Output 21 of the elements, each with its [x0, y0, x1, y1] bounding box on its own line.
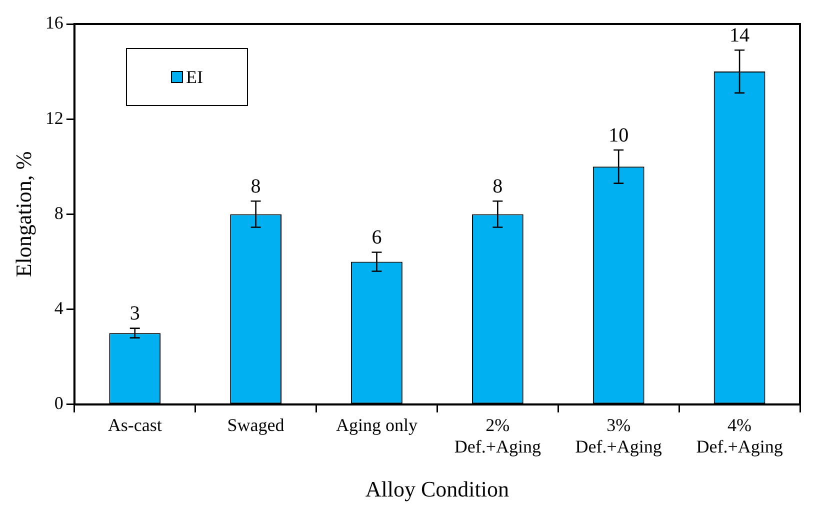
- x-axis-title: Alloy Condition: [365, 476, 510, 502]
- x-tick-label: Aging only: [336, 414, 418, 435]
- y-tick-label: 16: [45, 12, 64, 33]
- data-label: 8: [492, 175, 503, 198]
- x-tick-label: 3% Def.+Aging: [575, 414, 662, 457]
- y-tick-label: 12: [45, 108, 64, 128]
- legend-frame: EI: [126, 48, 248, 106]
- y-tick-label: 4: [54, 298, 64, 318]
- data-label: 14: [730, 24, 750, 46]
- x-tick-label: 2% Def.+Aging: [454, 414, 541, 457]
- data-label: 10: [608, 124, 629, 146]
- y-axis-title: Elongation, %: [10, 151, 36, 278]
- data-label: 8: [250, 175, 261, 198]
- data-label: 6: [372, 226, 382, 248]
- x-tick-label: 4% Def.+Aging: [696, 414, 783, 457]
- data-label: 3: [130, 302, 140, 325]
- x-tick-label: Swaged: [227, 414, 284, 435]
- y-tick-label: 0: [54, 393, 64, 414]
- legend-label: EI: [186, 66, 203, 88]
- x-tick-label: As-cast: [108, 414, 162, 435]
- y-tick-label: 8: [54, 202, 64, 223]
